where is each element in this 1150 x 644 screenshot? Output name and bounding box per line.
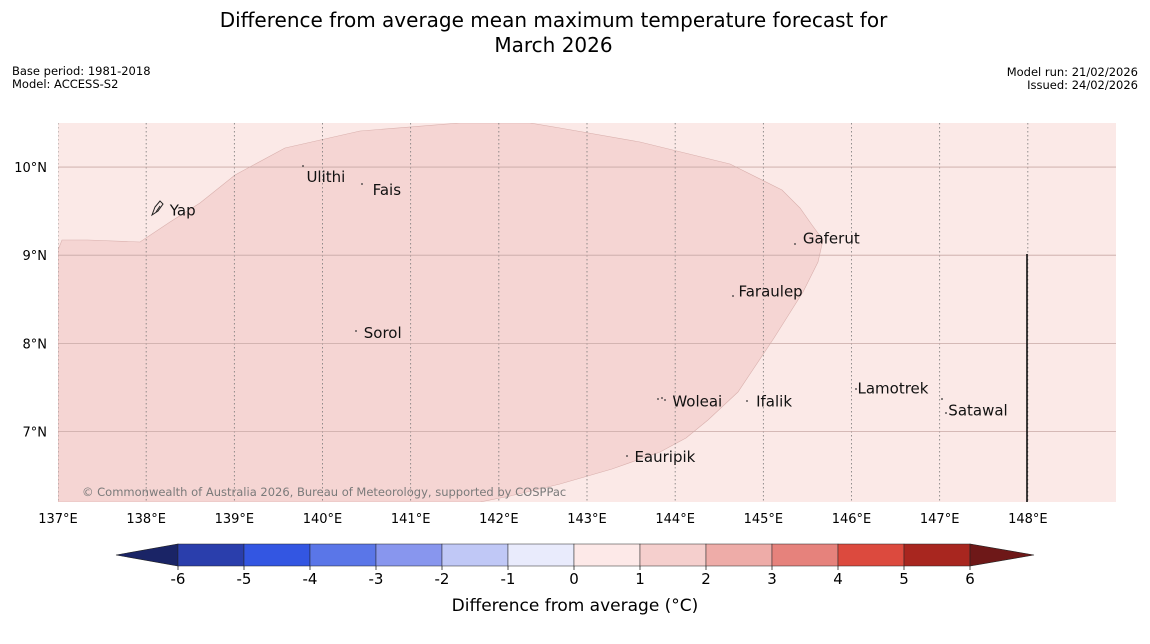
colorbar-tick-label: -6 xyxy=(171,570,186,588)
lon-tick-label: 141°E xyxy=(391,512,431,527)
lon-tick-label: 144°E xyxy=(655,512,695,527)
colorbar-over-arrow xyxy=(969,543,1035,567)
axis-labels: 137°E 138°E 139°E 140°E 141°E 142°E 143°E 144°E… xyxy=(14,161,1047,527)
issued-date: Issued: 24/02/2026 xyxy=(1027,78,1138,92)
colorbar-segment xyxy=(243,543,311,567)
lon-tick-label: 138°E xyxy=(126,512,166,527)
title-line-2: March 2026 xyxy=(494,33,613,57)
colorbar-segment xyxy=(771,543,839,567)
colorbar-tick-label: 2 xyxy=(701,570,711,588)
lon-tick-label: 148°E xyxy=(1008,512,1048,527)
title-line-1: Difference from average mean maximum tem… xyxy=(219,8,888,32)
colorbar-segment xyxy=(507,543,575,567)
lat-tick-label: 7°N xyxy=(23,425,48,440)
colorbar-segment xyxy=(309,543,377,567)
colorbar-tick-label: 3 xyxy=(767,570,777,588)
lon-tick-label: 140°E xyxy=(303,512,343,527)
colorbar-tick-label: -3 xyxy=(369,570,384,588)
colorbar-segment xyxy=(837,543,905,567)
colorbar-segment xyxy=(375,543,443,567)
lon-tick-label: 147°E xyxy=(920,512,960,527)
place-label-ulithi: Ulithi xyxy=(306,168,345,186)
meta-left: Base period: 1981-2018 Model: ACCESS-S2 xyxy=(12,65,151,91)
place-labels: Yap Ulithi Fais Gaferut Faraulep Sorol Woleai I… xyxy=(169,168,1008,466)
lon-tick-label: 146°E xyxy=(832,512,872,527)
map-grid xyxy=(58,123,1116,502)
colorbar-tick-label: 6 xyxy=(965,570,975,588)
lon-tick-label: 143°E xyxy=(567,512,607,527)
place-label-yap: Yap xyxy=(169,201,196,219)
place-label-ifalik: Ifalik xyxy=(756,393,792,411)
lon-tick-label: 139°E xyxy=(215,512,255,527)
colorbar-tick-label: 1 xyxy=(635,570,645,588)
lon-tick-label: 142°E xyxy=(479,512,519,527)
model-run: Model run: 21/02/2026 xyxy=(1006,65,1138,79)
colorbar-tick-label: 0 xyxy=(569,570,579,588)
colorbar-tick-label: -4 xyxy=(303,570,318,588)
place-label-satawal: Satawal xyxy=(948,401,1007,419)
colorbar-under-arrow xyxy=(115,543,179,567)
colorbar-segment xyxy=(705,543,773,567)
colorbar-segment xyxy=(639,543,707,567)
lat-tick-label: 8°N xyxy=(23,337,48,352)
lat-tick-label: 10°N xyxy=(14,161,47,176)
place-label-eauripik: Eauripik xyxy=(634,448,695,466)
colorbar-tick-label: -2 xyxy=(435,570,450,588)
chart-title: Difference from average mean maximum tem… xyxy=(0,8,1107,58)
colorbar-tick-label: 4 xyxy=(833,570,843,588)
colorbar-segment xyxy=(573,543,641,567)
colorbar-segment xyxy=(177,543,245,567)
meta-right: Model run: 21/02/2026 Issued: 24/02/2026 xyxy=(1007,66,1138,92)
colorbar-tick-label: 5 xyxy=(899,570,909,588)
colorbar-tick-label: -5 xyxy=(237,570,252,588)
place-label-lamotrek: Lamotrek xyxy=(858,379,929,397)
colorbar-title: Difference from average (°C) xyxy=(451,596,699,616)
lat-tick-label: 9°N xyxy=(23,249,48,264)
yap-island xyxy=(150,200,164,217)
model-name: Model: ACCESS-S2 xyxy=(12,77,119,91)
colorbar-segment xyxy=(903,543,971,567)
lon-tick-label: 145°E xyxy=(744,512,784,527)
base-period: Base period: 1981-2018 xyxy=(12,64,151,78)
place-label-sorol: Sorol xyxy=(364,324,402,342)
place-label-faraulep: Faraulep xyxy=(738,282,802,300)
colorbar-tick-label: -1 xyxy=(501,570,516,588)
atoll-dots xyxy=(302,165,947,457)
anomaly-region-1-to-2 xyxy=(58,123,824,502)
lon-tick-label: 137°E xyxy=(38,512,78,527)
colorbar: -6 -5 -4 -3 -2 -1 0 1 2 3 4 5 6 xyxy=(115,543,1035,588)
copyright-notice: © Commonwealth of Australia 2026, Bureau… xyxy=(82,485,566,499)
place-label-woleai: Woleai xyxy=(672,393,722,411)
place-label-fais: Fais xyxy=(373,181,402,199)
colorbar-segment xyxy=(441,543,509,567)
place-label-gaferut: Gaferut xyxy=(803,230,860,248)
